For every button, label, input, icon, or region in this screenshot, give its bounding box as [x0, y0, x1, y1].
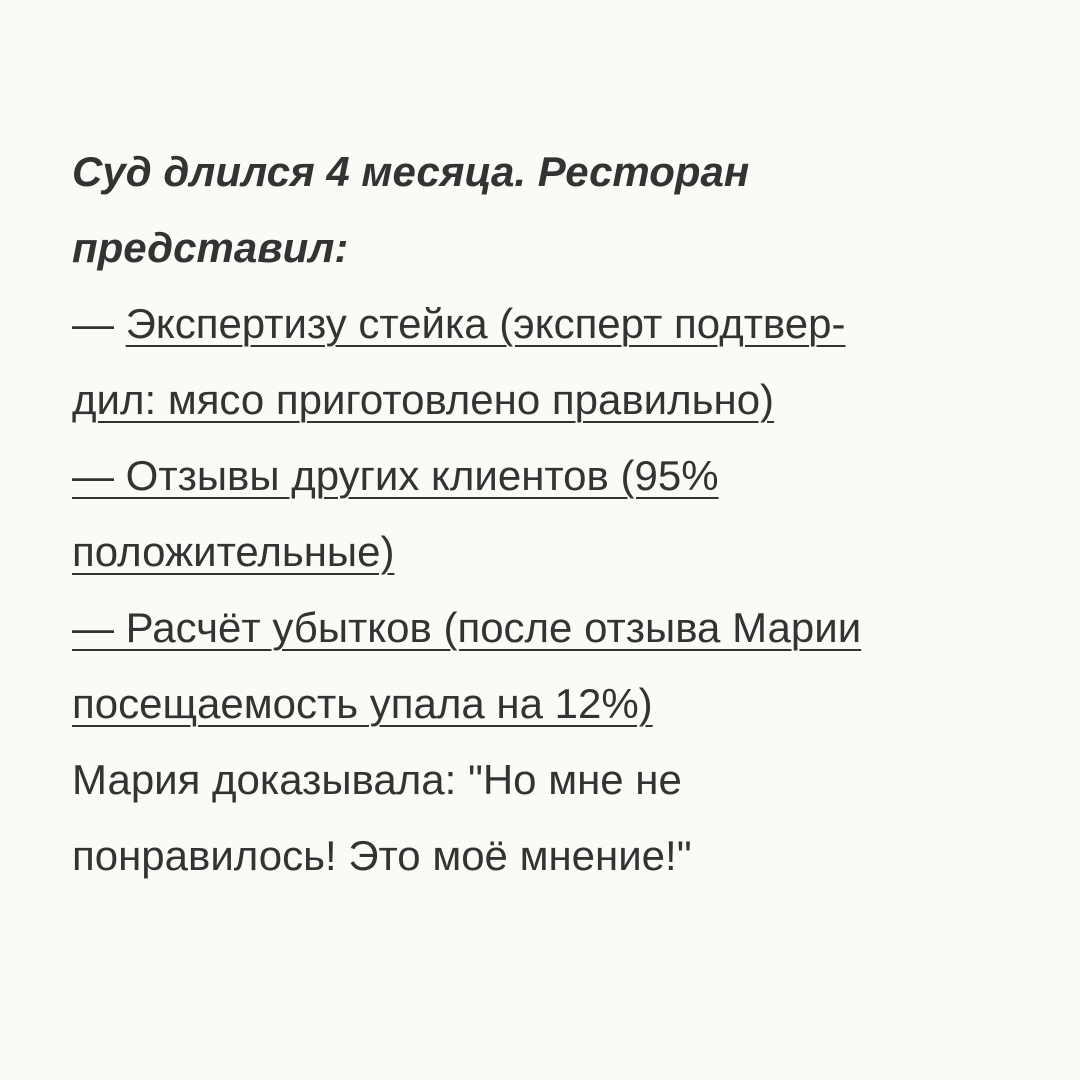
evidence-text: Экспертизу стейка (эксперт подтвер-	[125, 300, 846, 347]
heading-line: Суд длился 4 месяца. Ресторан	[72, 148, 750, 195]
closing-line: Мария доказывала: "Но мне не	[72, 756, 682, 803]
evidence-text: дил: мясо приготовлено правильно)	[72, 376, 775, 423]
evidence-text: положительные)	[72, 528, 395, 575]
dash: —	[72, 604, 126, 651]
evidence-item-expertise-cont: дил: мясо приготовлено правильно)	[72, 362, 1032, 438]
closing-line: понравилось! Это моё мнение!"	[72, 832, 692, 879]
evidence-text: посещаемость упала на 12%)	[72, 680, 653, 727]
dash: —	[72, 300, 126, 347]
evidence-text: Отзывы других клиентов (95%	[125, 452, 719, 499]
post-text: Суд длился 4 месяца. Ресторан представил…	[72, 134, 1032, 894]
evidence-item-losses: — Расчёт убытков (после отзыва Марии	[72, 590, 1032, 666]
dash: —	[72, 452, 126, 499]
evidence-item-losses-cont: посещаемость упала на 12%)	[72, 666, 1032, 742]
evidence-item-reviews-cont: положительные)	[72, 514, 1032, 590]
evidence-item-reviews: — Отзывы других клиентов (95%	[72, 438, 1032, 514]
heading-line: представил:	[72, 224, 349, 271]
evidence-item-expertise: — Экспертизу стейка (эксперт подтвер-	[72, 286, 1032, 362]
evidence-text: Расчёт убытков (после отзыва Марии	[125, 604, 862, 651]
